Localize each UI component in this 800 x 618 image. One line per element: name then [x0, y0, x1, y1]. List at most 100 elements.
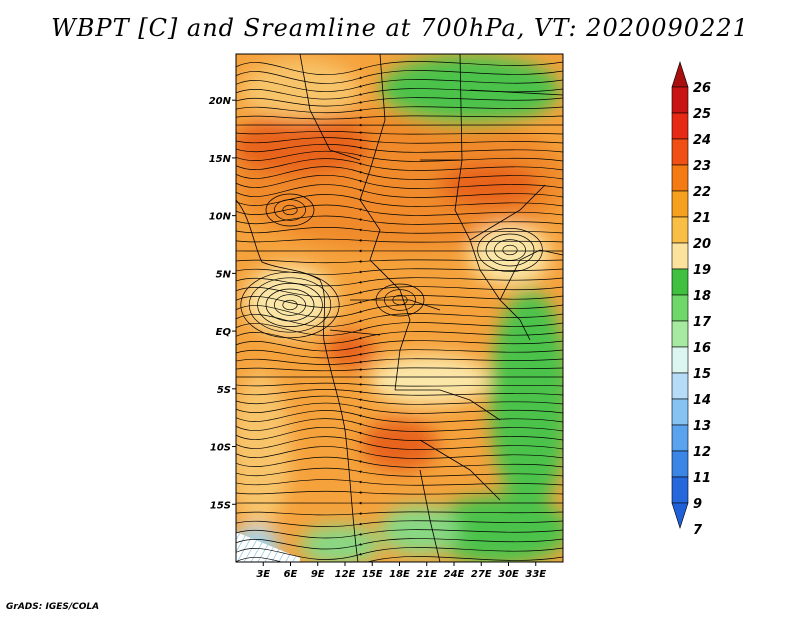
colorbar-band	[671, 398, 689, 426]
lon-tick-label: 30E	[498, 569, 519, 580]
streamline-17	[236, 204, 563, 216]
streamline-vortex-69	[392, 294, 408, 306]
field-region-11	[490, 290, 563, 510]
field-region-12	[430, 495, 563, 562]
streamline-vortex-57	[274, 294, 306, 316]
border-line-9	[419, 439, 501, 501]
streamline-5	[236, 106, 563, 114]
colorbar-label: 12	[693, 445, 711, 460]
streamline-8	[236, 131, 563, 135]
streamline-13	[236, 166, 563, 180]
streamline-vortex-63	[494, 239, 526, 261]
colorbar-label: 14	[693, 393, 711, 408]
colorbar-band	[671, 190, 689, 218]
colorbar-band	[671, 424, 689, 452]
colorbar-band	[671, 242, 689, 270]
lon-tick-label: 6E	[284, 569, 298, 580]
border-line-1	[344, 429, 359, 562]
colorbar-band	[671, 164, 689, 192]
colorbar-band	[671, 320, 689, 348]
streamline-32	[236, 349, 563, 359]
lat-tick-label: 20N	[209, 96, 232, 107]
streamline-15	[236, 184, 563, 198]
streamline-12	[236, 158, 563, 171]
streamline-43	[236, 436, 563, 450]
streamline-vortex-65	[477, 228, 543, 272]
field-region-3	[362, 420, 438, 470]
streamline-22	[236, 259, 563, 264]
colorbar-label: 15	[693, 367, 711, 382]
streamline-vortex-64	[485, 233, 535, 267]
streamline-1	[236, 70, 563, 84]
border-line-12	[469, 184, 546, 241]
colorbar-top-arrow	[671, 61, 689, 88]
streamline-45	[236, 456, 563, 468]
lat-tick-label: 5S	[217, 385, 231, 396]
streamline-44	[236, 446, 563, 459]
field-region-8	[240, 60, 360, 120]
border-line-0	[236, 199, 346, 431]
lon-tick-label: 27E	[471, 569, 492, 580]
colorbar-band	[671, 112, 689, 140]
colorbar-bottom-arrow	[671, 502, 689, 529]
colorbar-label: 18	[693, 289, 711, 304]
colorbar-label: 16	[693, 341, 711, 356]
latitude-axis: 20N 15N 10N 5N EQ 5S 10S 15S	[209, 96, 236, 511]
lon-tick-label: 33E	[525, 569, 546, 580]
streamline-vortex-66	[282, 204, 298, 216]
streamline-vortex-70	[384, 289, 416, 311]
colorbar-label: 22	[693, 185, 711, 200]
lon-tick-label: 18E	[389, 569, 410, 580]
colorbar-band	[671, 138, 689, 166]
colorbar-band	[671, 294, 689, 322]
streamline-52	[236, 529, 563, 539]
streamline-53	[236, 538, 563, 550]
colorbar-band	[671, 86, 689, 114]
lat-tick-label: 15N	[209, 154, 232, 165]
streamline-19	[236, 227, 563, 234]
colorbar-label: 11	[693, 471, 711, 486]
border-line-3	[454, 54, 531, 341]
colorbar-label: 13	[693, 419, 711, 434]
streamline-0	[236, 61, 563, 76]
streamline-55	[236, 556, 563, 562]
streamline-28	[236, 313, 563, 328]
border-line-4	[299, 54, 361, 161]
longitude-axis: 3E 6E 9E 12E 15E 18E 21E 24E 27E 30E 33E	[256, 562, 546, 580]
streamline-vortex-68	[265, 193, 315, 227]
lat-tick-label: 5N	[216, 269, 232, 280]
border-line-2	[359, 54, 411, 391]
field-region-7	[370, 355, 490, 405]
colorbar-label: 21	[693, 211, 711, 226]
field-region-1	[236, 115, 370, 175]
streamline-vortex-59	[257, 283, 323, 327]
colorbar-label: 26	[693, 81, 711, 96]
streamline-vortex-56	[282, 299, 298, 311]
streamline-vortex-61	[240, 271, 340, 339]
colorbar-label: 23	[693, 159, 711, 174]
colorbar-label: 20	[693, 237, 711, 252]
footer-credit: GrADS: IGES/COLA	[6, 602, 100, 612]
streamline-18	[236, 215, 563, 225]
streamline-4	[236, 97, 563, 107]
streamline-vortex-67	[274, 199, 306, 221]
colorbar-label: 9	[693, 497, 702, 512]
lon-tick-label: 15E	[362, 569, 383, 580]
lon-tick-label: 24E	[444, 569, 465, 580]
streamline-42	[236, 426, 563, 441]
streamline-50	[236, 511, 563, 516]
colorbar-band	[671, 372, 689, 400]
streamline-vortex-58	[265, 288, 315, 322]
streamline-14	[236, 174, 563, 189]
field-region-9	[236, 370, 290, 530]
streamline-33	[236, 358, 563, 365]
streamline-51	[236, 520, 563, 527]
streamline-27	[236, 304, 563, 318]
colorbar: 26 25 24 23 22 21 20 19 18 17 16 15 14 13 12 11 9 7	[671, 61, 712, 538]
chart-title: WBPT [C] and Sreamline at 700hPa, VT: 20…	[51, 14, 749, 42]
colorbar-band	[671, 450, 689, 478]
streamline-29	[236, 322, 563, 336]
streamline-54	[236, 547, 563, 560]
streamline-9	[236, 137, 563, 144]
lat-tick-label: 10S	[210, 443, 231, 454]
